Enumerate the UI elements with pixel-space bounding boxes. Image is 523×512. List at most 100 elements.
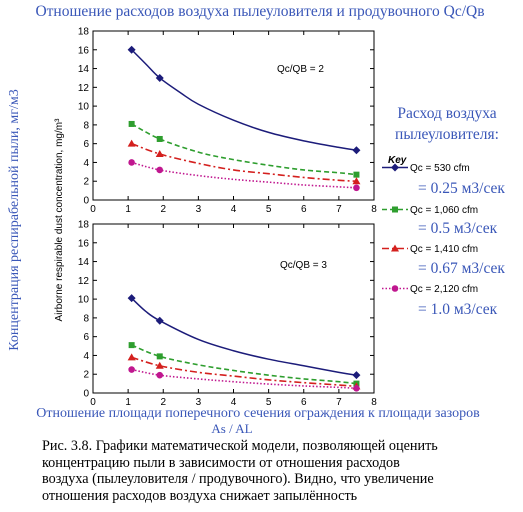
legend-marker [391,244,399,252]
y-tick-label: 8 [83,313,89,324]
x-tick-label: 8 [371,204,377,215]
data-point [155,149,164,157]
legend-marker [391,285,399,292]
data-point [128,159,135,166]
y-tick-label: 4 [83,158,89,169]
data-point [127,353,136,361]
legend-ru-label: = 0.5 м3/сек [418,220,498,237]
series-line [131,344,357,385]
x-axis-label-ru-line2: As / AL [211,421,252,436]
data-point [128,342,135,349]
legend-key-label: Key [388,155,407,166]
data-point [156,135,163,142]
data-point [156,371,164,379]
bottom-plot-annotation: Qc/QB = 3 [280,260,327,271]
legend-label: Qc = 530 cfm [410,163,470,174]
x-tick-label: 7 [336,397,342,408]
bottom-plot-frame [92,223,375,394]
x-tick-label: 5 [266,204,272,215]
series-lines [127,45,361,392]
legend-label: Qc = 1,410 cfm [410,244,478,255]
y-tick-label: 10 [78,102,90,113]
top-plot-annotation: Qc/QB = 2 [277,64,324,75]
y-tick-label: 0 [83,196,89,207]
legend-ru-label: = 0.67 м3/сек [418,260,505,277]
series-line [131,123,357,176]
data-point [353,171,360,178]
x-tick-label: 4 [231,204,237,215]
y-axis-label-en: Airborne respirable dust concentration, … [54,118,65,322]
data-point [353,184,360,192]
x-tick-label: 7 [336,204,342,215]
caption-line-1: Рис. 3.8. Графики математической модели,… [42,438,438,454]
y-tick-label: 18 [78,220,90,231]
y-tick-label: 12 [78,276,90,287]
data-point [127,139,136,147]
top-plot-frame [92,30,375,201]
series-line [131,297,357,376]
chart-figure: Отношение расходов воздуха пылеуловителя… [7,3,505,436]
legend-header-line2: пылеуловителя: [395,126,499,143]
series-line [131,356,357,388]
x-tick-label: 2 [160,397,166,408]
data-point [155,316,164,325]
data-point [352,146,361,155]
data-point [128,120,135,127]
y-tick-label: 18 [78,27,90,38]
caption-line-2: концентрацию пыли в зависимости от отнош… [42,454,400,471]
legend-marker [392,206,398,213]
y-tick-label: 14 [78,257,90,268]
data-point [127,294,136,303]
y-tick-label: 4 [83,351,89,362]
caption-line-3: воздуха (пылеуловителя / продувочного). … [42,471,434,487]
x-tick-label: 1 [125,204,131,215]
y-tick-label: 2 [83,177,89,188]
data-point [156,166,164,174]
legend-marker [391,163,399,172]
legend: Qc = 530 cfm = 0.25 м3/сек Qc = 1,060 cfm =… [382,163,505,318]
x-tick-label: 1 [125,397,131,408]
y-tick-label: 8 [83,120,89,131]
y-tick-label: 0 [83,389,89,400]
y-tick-label: 16 [78,238,90,249]
y-tick-label: 2 [83,370,89,381]
series-line [131,49,357,151]
x-tick-label: 3 [196,397,202,408]
data-point [128,366,135,373]
y-tick-label: 16 [78,45,90,56]
x-tick-label: 3 [196,204,202,215]
header-title: Отношение расходов воздуха пылеуловителя… [35,3,484,20]
legend-ru-label: = 1.0 м3/сек [418,301,498,318]
data-point [155,73,164,82]
legend-ru-label: = 0.25 м3/сек [418,180,505,197]
x-tick-label: 6 [301,204,307,215]
caption-line-4: отношения расходов воздуха снижает запыл… [42,487,358,504]
x-tick-label: 8 [371,397,377,408]
data-point [353,385,360,392]
x-tick-label: 5 [266,397,272,408]
legend-label: Qc = 1,060 cfm [410,205,478,216]
legend-label: Qc = 2,120 cfm [410,284,478,295]
x-tick-label: 0 [90,204,96,215]
x-tick-label: 4 [231,397,237,408]
data-point [352,177,361,185]
figure-caption: Рис. 3.8. Графики математической модели,… [6,438,516,504]
data-point [127,45,136,54]
data-point [352,371,361,380]
x-tick-label: 0 [90,397,96,408]
y-tick-label: 14 [78,64,90,75]
data-point [156,353,163,360]
legend-header-line1: Расход воздуха [397,105,496,122]
y-axis-label-ru: Концентрация респирабельной пыли, мг/м3 [7,89,22,350]
data-point [155,361,164,369]
x-tick-label: 2 [160,204,166,215]
x-axis-label-ru-line1: Отношение площади поперечного сечения ог… [36,406,480,421]
y-tick-label: 6 [83,139,89,150]
y-tick-label: 6 [83,332,89,343]
y-tick-label: 10 [78,295,90,306]
x-tick-label: 6 [301,397,307,408]
y-tick-label: 12 [78,83,90,94]
series-line [131,161,357,189]
series-line [131,142,357,183]
